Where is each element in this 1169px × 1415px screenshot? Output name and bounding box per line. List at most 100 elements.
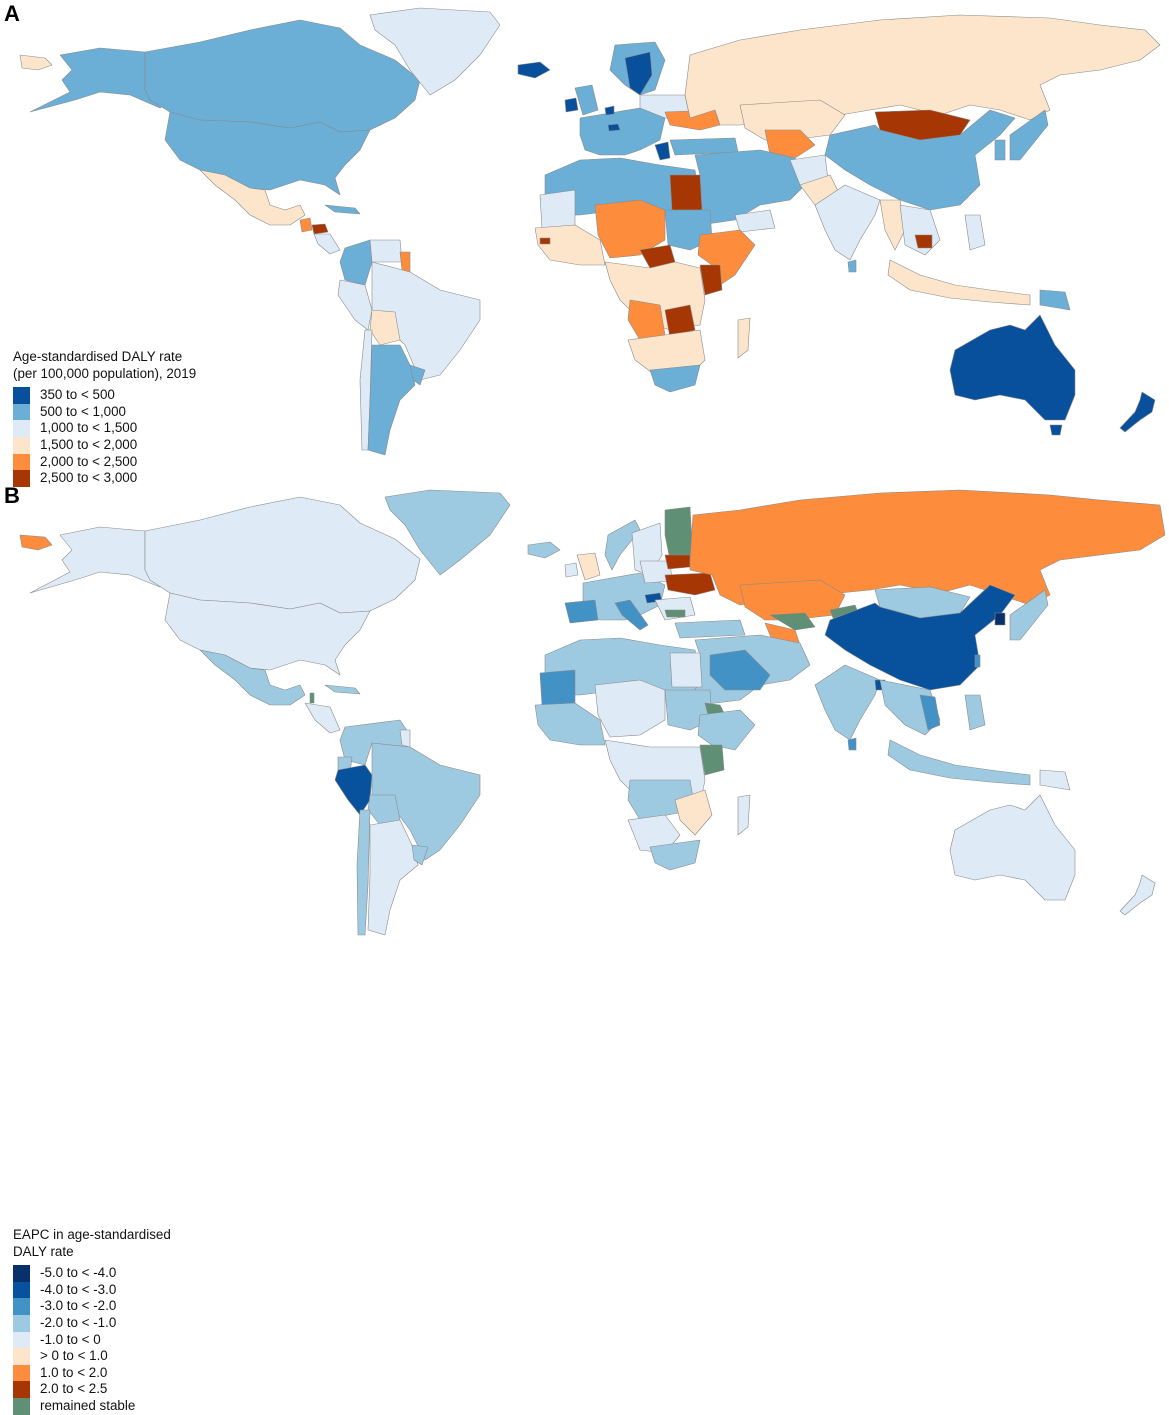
region-spain — [564, 599, 599, 624]
region-ethiopia — [697, 709, 756, 751]
region-new-zealand — [1119, 391, 1156, 433]
region-new-zealand — [1119, 874, 1156, 916]
region-ireland — [564, 97, 579, 113]
legend-item-label: 1,000 to < 1,500 — [40, 420, 138, 436]
region-papua-new-guinea — [1039, 289, 1071, 311]
region-philippines — [964, 694, 986, 731]
panel-b-eapc-map: B EAPC in age-standardised DALY rate -5.… — [0, 475, 1169, 1415]
legend-title-line1: EAPC in age-standardised — [13, 1227, 171, 1242]
region-niger-chad — [594, 679, 666, 738]
region-central-america — [304, 702, 341, 734]
legend-daly-rate: Age-standardised DALY rate (per 100,000 … — [13, 349, 196, 487]
region-norway — [604, 519, 641, 571]
legend-swatch — [13, 387, 30, 404]
legend-swatch — [13, 1331, 30, 1349]
region-sweden — [624, 51, 653, 96]
legend-item-label: 2,000 to < 2,500 — [40, 453, 138, 469]
region-indonesia — [887, 259, 1031, 306]
region-mauritania — [539, 189, 576, 229]
region-myanmar — [879, 199, 906, 251]
region-yemen — [734, 209, 776, 233]
legend-swatch — [13, 1397, 30, 1415]
legend-item: -5.0 to < -4.0 — [13, 1265, 171, 1282]
legend-title: Age-standardised DALY rate (per 100,000 … — [13, 349, 196, 382]
legend-item-label: 1,500 to < 2,000 — [40, 436, 138, 452]
region-colombia — [339, 239, 373, 286]
legend-item: 2,500 to < 3,000 — [13, 470, 196, 487]
region-angola — [627, 299, 666, 341]
region-taiwan — [974, 654, 981, 668]
region-india — [814, 664, 881, 741]
region-australia — [949, 314, 1076, 421]
legend-item: 2,000 to < 2,500 — [13, 453, 196, 471]
region-zambia-zimbabwe — [664, 304, 696, 339]
region-greenland — [384, 489, 511, 576]
region-south-africa — [649, 364, 701, 393]
legend-item: 2.0 to < 2.5 — [13, 1381, 171, 1398]
legend-item: -2.0 to < -1.0 — [13, 1314, 171, 1332]
legend-item-label: 1.0 to < 2.0 — [40, 1364, 108, 1380]
region-argentina — [367, 819, 419, 936]
region-west-africa — [534, 702, 606, 746]
region-ireland — [564, 562, 579, 578]
panel-label-a: A — [4, 1, 20, 26]
region-peru-ecuador — [337, 279, 373, 331]
legend-swatch — [13, 1314, 30, 1332]
region-chukotka — [19, 54, 53, 71]
region-south-korea — [994, 612, 1006, 626]
legend-swatch — [13, 1381, 30, 1398]
legend-swatch — [13, 1281, 30, 1299]
legend-title-line1: Age-standardised DALY rate — [13, 349, 183, 364]
legend-item-label: 350 to < 500 — [40, 387, 115, 403]
region-guinea-bissau — [539, 237, 551, 245]
legend-item-label: -1.0 to < 0 — [40, 1331, 101, 1347]
legend-title: EAPC in age-standardised DALY rate — [13, 1227, 171, 1260]
region-cambodia — [914, 234, 933, 249]
region-egypt — [669, 174, 703, 211]
region-ukraine — [664, 572, 716, 596]
legend-item: 1,000 to < 1,500 — [13, 420, 196, 437]
region-uk — [576, 552, 601, 581]
region-west-africa — [534, 224, 606, 266]
panel-a-daly-rate-map: A Age-standardised DALY rate (per 100,00… — [0, 0, 1169, 487]
region-western-europe — [579, 107, 666, 156]
region-china — [824, 109, 1016, 211]
region-canada — [144, 496, 421, 614]
region-south-africa — [649, 839, 701, 871]
region-belarus — [664, 554, 691, 570]
legend-swatch — [13, 1265, 30, 1282]
region-iceland — [527, 541, 561, 559]
legend-item: -1.0 to < 0 — [13, 1331, 171, 1349]
legend-item: > 0 to < 1.0 — [13, 1348, 171, 1365]
legend-item-label: -4.0 to < -3.0 — [40, 1281, 117, 1297]
region-netherlands — [604, 105, 615, 116]
region-greenland — [369, 7, 501, 96]
region-korea-japan — [994, 109, 1049, 161]
region-italy — [614, 599, 649, 631]
region-venezuela — [369, 239, 403, 263]
legend-item: 1,500 to < 2,000 — [13, 436, 196, 454]
legend-swatch — [13, 420, 30, 437]
legend-swatch — [13, 1348, 30, 1365]
region-vietnam — [919, 694, 941, 731]
legend-item: 500 to < 1,000 — [13, 403, 196, 421]
region-japan — [1009, 589, 1049, 641]
region-kenya — [699, 744, 725, 776]
legend-swatch — [13, 1298, 30, 1315]
region-honduras — [311, 223, 329, 235]
legend-item-label: remained stable — [40, 1397, 136, 1413]
legend-title-line2: DALY rate — [13, 1243, 74, 1259]
region-india — [814, 184, 881, 261]
legend-item-label: 2,500 to < 3,000 — [40, 470, 138, 486]
region-china — [824, 584, 1016, 691]
region-turkey — [674, 619, 746, 639]
panel-label-b: B — [4, 483, 20, 508]
legend-item-label: 500 to < 1,000 — [40, 403, 126, 419]
legend-item-label: > 0 to < 1.0 — [40, 1348, 108, 1364]
region-mexico — [199, 169, 306, 226]
region-uruguay — [409, 364, 426, 386]
region-sri-lanka — [847, 259, 857, 273]
legend-item: 1.0 to < 2.0 — [13, 1364, 171, 1382]
region-greece — [654, 141, 671, 161]
legend-swatch — [13, 436, 30, 454]
